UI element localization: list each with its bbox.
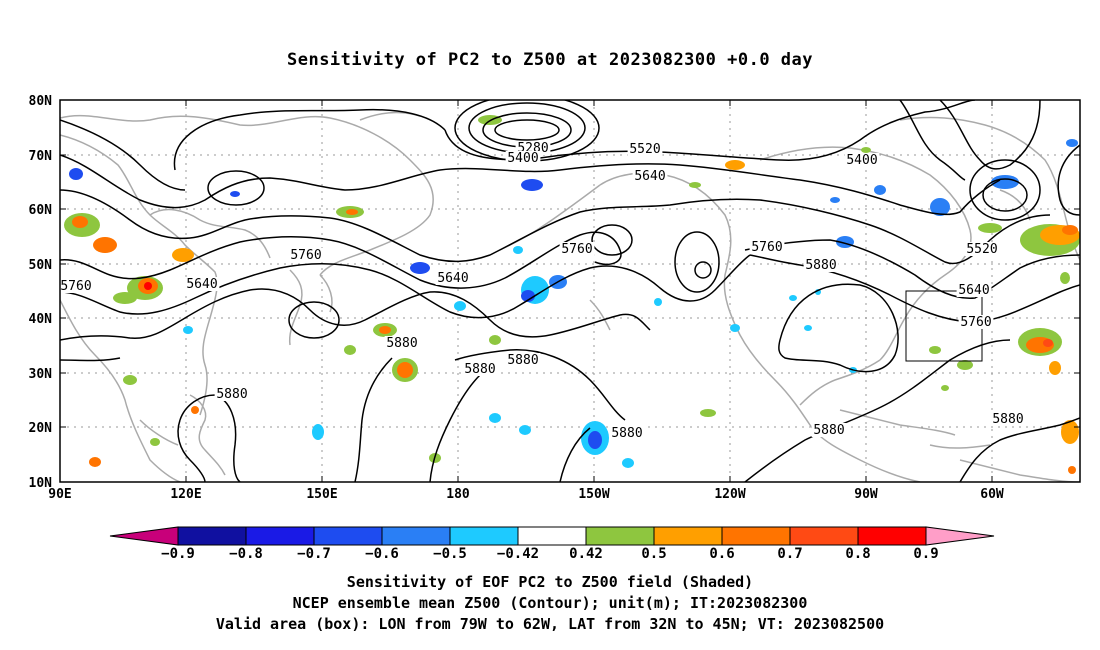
lat-label: 30N [29,367,53,382]
contour-labels: 5280540055205400564057605640576056405760… [58,141,1026,441]
contour-label-bg [288,248,324,262]
colorbar-label: 0.8 [845,546,870,562]
contour-label: 5400 [507,151,538,166]
contour-label: 5880 [216,387,247,402]
colorbar-label: 0.9 [913,546,938,562]
lon-label: 180 [446,487,470,502]
colorbar-segment [925,526,995,546]
contour-label-bg [749,240,785,254]
map-title: Sensitivity of PC2 to Z500 at 2023082300… [286,50,813,70]
contour-label-bg [958,315,994,329]
colorbar-segment [177,526,247,546]
lon-label: 60W [980,487,1004,502]
colorbar [109,526,995,546]
contour-label: 5520 [966,242,997,257]
colorbar-segment [245,526,315,546]
colorbar-label: −0.9 [161,546,195,562]
contour-label-bg [559,242,595,256]
plot-frame [59,99,1081,483]
contour-label: 5640 [634,169,665,184]
colorbar-label: 0.6 [709,546,734,562]
lon-label: 150E [306,487,337,502]
lat-label: 80N [29,94,53,109]
contour-label-bg [964,242,1000,256]
contour-label: 5760 [561,242,592,257]
colorbar-label: −0.5 [433,546,467,562]
caption-line-3: Valid area (box): LON from 79W to 62W, L… [215,615,885,633]
caption-line-2: NCEP ensemble mean Z500 (Contour); unit(… [292,594,808,612]
contour-label: 5880 [805,258,836,273]
contour-label-bg [505,353,541,367]
lat-label: 60N [29,203,53,218]
contour-label: 5640 [958,283,989,298]
lon-label: 150W [578,487,609,502]
longitude-labels: 90E 120E 150E 180 150W 120W 90W 60W [48,487,1004,502]
contour-label: 5880 [507,353,538,368]
contour-label-bg [990,412,1026,426]
contour-label: 5760 [751,240,782,255]
latitude-labels: 80N 70N 60N 50N 40N 30N 20N 10N [29,94,53,491]
colorbar-segment [517,526,587,546]
contour-label-bg [435,271,471,285]
colorbar-segment [585,526,655,546]
contour-label-bg [462,362,498,376]
colorbar-segment [721,526,791,546]
contour-label: 5880 [992,412,1023,427]
colorbar-label: −0.8 [229,546,263,562]
contour-label: 5880 [386,336,417,351]
colorbar-label: −0.7 [297,546,331,562]
contour-label-bg [632,169,668,183]
contour-label-bg [609,426,645,440]
contour-label: 5880 [813,423,844,438]
caption-line-1: Sensitivity of EOF PC2 to Z500 field (Sh… [346,573,754,591]
map-caption: Sensitivity of EOF PC2 to Z500 field (Sh… [0,572,1100,635]
lat-label: 40N [29,312,53,327]
axis-ticks [59,99,1080,483]
contour-label-bg [844,153,880,167]
lon-label: 90W [854,487,878,502]
lat-label: 50N [29,258,53,273]
lon-label: 120E [170,487,201,502]
lon-label: 120W [714,487,745,502]
contour-label-bg [956,283,992,297]
contour-label-bg [627,142,663,156]
contour-label-bg [803,258,839,272]
colorbar-segment [313,526,383,546]
lat-label: 20N [29,421,53,436]
lat-label: 10N [29,476,53,491]
colorbar-segment [857,526,927,546]
contour-label: 5640 [437,271,468,286]
lat-label: 70N [29,149,53,164]
contour-label: 5880 [464,362,495,377]
contour-label: 5880 [611,426,642,441]
colorbar-segment [653,526,723,546]
colorbar-segment [381,526,451,546]
contour-label: 5760 [60,279,91,294]
contour-label-bg [505,151,541,165]
colorbar-label: 0.7 [777,546,802,562]
colorbar-label: 0.42 [569,546,603,562]
lon-label: 90E [48,487,71,502]
contour-label-bg [811,423,847,437]
contour-label-bg [384,336,420,350]
contour-label: 5760 [290,248,321,263]
contour-label: 5760 [960,315,991,330]
colorbar-label: 0.5 [641,546,666,562]
colorbar-segment [109,526,179,546]
contour-label-bg [184,277,220,291]
contour-label: 5400 [846,153,877,168]
colorbar-label: −0.42 [497,546,539,562]
colorbar-segment [789,526,859,546]
contour-label: 5520 [629,142,660,157]
colorbar-labels: −0.9 −0.8 −0.7 −0.6 −0.5 −0.42 0.42 0.5 0.6 0.7 0.… [161,546,939,562]
contour-label-bg [214,387,250,401]
colorbar-segment [449,526,519,546]
contour-label: 5640 [186,277,217,292]
contour-label-bg [58,279,94,293]
colorbar-label: −0.6 [365,546,399,562]
